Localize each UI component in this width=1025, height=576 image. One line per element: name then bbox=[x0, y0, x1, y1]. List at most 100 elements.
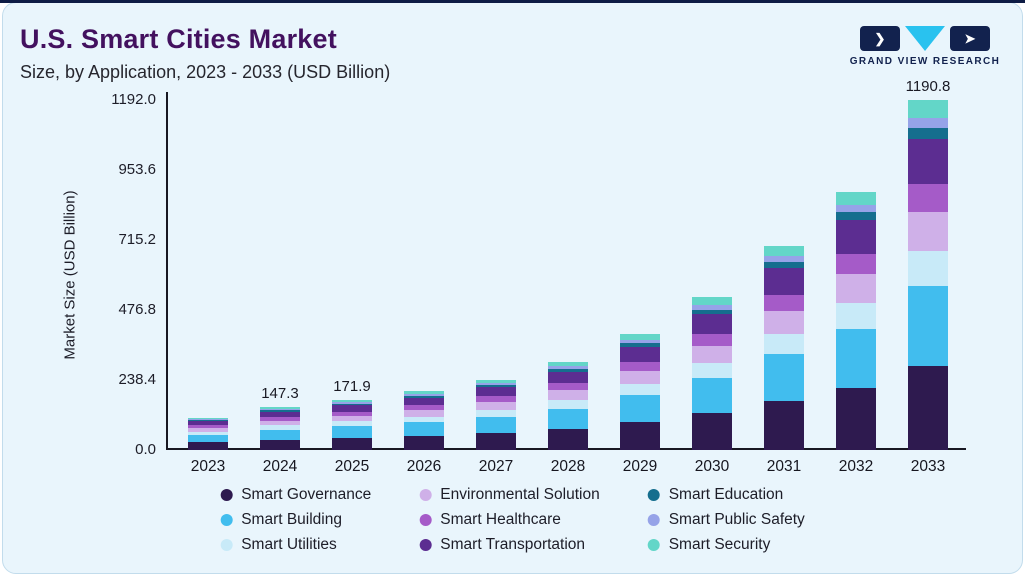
segment-smart-public-safety bbox=[332, 402, 372, 404]
segment-smart-building bbox=[476, 416, 516, 434]
chart-header: U.S. Smart Cities Market Size, by Applic… bbox=[20, 24, 390, 83]
bar-slot-2030 bbox=[676, 100, 748, 450]
segment-smart-healthcare bbox=[620, 361, 660, 372]
x-tick-2032: 2032 bbox=[838, 458, 874, 475]
bar-2027 bbox=[476, 379, 516, 450]
segment-smart-utilities bbox=[620, 383, 660, 396]
chevron-right-icon: ❯ bbox=[874, 30, 886, 46]
bar-2023 bbox=[188, 417, 228, 450]
segment-smart-building bbox=[332, 426, 372, 438]
x-tick-2024: 2024 bbox=[262, 458, 298, 475]
legend-label: Smart Utilities bbox=[241, 536, 337, 553]
legend-swatch-smart-transportation bbox=[419, 539, 432, 551]
legend-item-smart-security: Smart Security bbox=[647, 536, 805, 554]
segment-smart-building bbox=[908, 285, 948, 367]
top-accent-line bbox=[0, 0, 1025, 3]
legend: Smart Governance Environmental Solution Sm… bbox=[220, 486, 805, 554]
segment-smart-utilities bbox=[332, 421, 372, 427]
bar-slot-2023 bbox=[172, 100, 244, 450]
segment-smart-public-safety bbox=[548, 366, 588, 370]
segment-smart-transportation bbox=[404, 397, 444, 406]
segment-smart-healthcare bbox=[908, 184, 948, 213]
segment-smart-utilities bbox=[836, 302, 876, 329]
bar-slot-2025: 171.9 bbox=[316, 100, 388, 450]
segment-smart-public-safety bbox=[620, 339, 660, 344]
bar-2026 bbox=[404, 391, 444, 450]
segment-smart-transportation bbox=[188, 421, 228, 426]
legend-item-smart-utilities: Smart Utilities bbox=[220, 536, 371, 554]
bar-slot-2029 bbox=[604, 100, 676, 450]
legend-swatch-smart-governance bbox=[220, 489, 233, 501]
x-tick-2033: 2033 bbox=[910, 458, 946, 475]
segment-environmental-solution bbox=[332, 415, 372, 422]
segment-smart-transportation bbox=[764, 268, 804, 295]
segment-smart-transportation bbox=[692, 314, 732, 334]
segment-smart-public-safety bbox=[836, 204, 876, 213]
legend-item-smart-building: Smart Building bbox=[220, 511, 371, 529]
segment-smart-governance bbox=[620, 422, 660, 450]
segment-environmental-solution bbox=[692, 346, 732, 363]
bar-2033 bbox=[908, 100, 948, 450]
legend-item-smart-public-safety: Smart Public Safety bbox=[647, 511, 805, 529]
bar-slot-2027 bbox=[460, 100, 532, 450]
segment-smart-education bbox=[476, 385, 516, 388]
segment-smart-public-safety bbox=[188, 419, 228, 421]
y-axis-title: Market Size (USD Billion) bbox=[61, 190, 79, 360]
segment-smart-public-safety bbox=[260, 409, 300, 411]
segment-smart-healthcare bbox=[332, 411, 372, 416]
bar-2032 bbox=[836, 191, 876, 450]
bar-value-2024: 147.3 bbox=[261, 384, 299, 402]
segment-smart-security bbox=[620, 334, 660, 340]
segment-smart-education bbox=[260, 410, 300, 412]
segment-smart-education bbox=[764, 262, 804, 269]
segment-smart-building bbox=[764, 354, 804, 402]
legend-swatch-smart-utilities bbox=[220, 539, 233, 551]
segment-smart-utilities bbox=[764, 333, 804, 355]
legend-label: Smart Building bbox=[241, 511, 342, 528]
legend-swatch-smart-security bbox=[647, 539, 660, 551]
bar-value-2025: 171.9 bbox=[333, 377, 371, 395]
bar-2024 bbox=[260, 406, 300, 450]
x-tick-2023: 2023 bbox=[190, 458, 226, 475]
y-tick-0.0: 0.0 bbox=[135, 441, 156, 458]
bar-2031 bbox=[764, 246, 804, 450]
legend-label: Smart Transportation bbox=[440, 536, 586, 553]
segment-smart-healthcare bbox=[836, 253, 876, 275]
segment-smart-transportation bbox=[836, 220, 876, 254]
legend-label: Environmental Solution bbox=[440, 486, 600, 503]
segment-smart-healthcare bbox=[764, 294, 804, 312]
segment-smart-security bbox=[836, 191, 876, 205]
bar-slot-2028 bbox=[532, 100, 604, 450]
logo-marks: ❯ ➤ bbox=[860, 26, 990, 51]
logo-mark-left-icon: ❯ bbox=[860, 26, 900, 51]
segment-smart-public-safety bbox=[764, 256, 804, 263]
segment-environmental-solution bbox=[548, 390, 588, 400]
segment-smart-education bbox=[692, 309, 732, 315]
segment-smart-building bbox=[188, 434, 228, 443]
y-axis-line bbox=[166, 92, 168, 450]
y-tick-476.8: 476.8 bbox=[118, 301, 156, 318]
segment-smart-education bbox=[620, 343, 660, 347]
segment-smart-healthcare bbox=[548, 383, 588, 391]
bar-slot-2031 bbox=[748, 100, 820, 450]
segment-smart-transportation bbox=[548, 371, 588, 384]
y-tick-953.6: 953.6 bbox=[118, 161, 156, 178]
page-subtitle: Size, by Application, 2023 - 2033 (USD B… bbox=[20, 62, 391, 82]
segment-smart-education bbox=[908, 128, 948, 139]
logo-mark-triangle-icon bbox=[905, 26, 945, 51]
segment-smart-security bbox=[260, 406, 300, 409]
legend-swatch-smart-healthcare bbox=[419, 514, 432, 526]
segment-smart-security bbox=[908, 100, 948, 118]
y-tick-1192.0: 1192.0 bbox=[111, 91, 156, 108]
segment-smart-utilities bbox=[188, 431, 228, 435]
segment-smart-transportation bbox=[332, 405, 372, 412]
segment-smart-transportation bbox=[908, 138, 948, 185]
x-tick-2028: 2028 bbox=[550, 458, 586, 475]
segment-smart-governance bbox=[692, 413, 732, 450]
segment-environmental-solution bbox=[404, 410, 444, 417]
brand-logo: ❯ ➤ GRAND VIEW RESEARCH bbox=[847, 26, 1003, 67]
bar-value-2033: 1190.8 bbox=[905, 78, 951, 96]
segment-smart-utilities bbox=[692, 363, 732, 379]
logo-mark-right-icon: ➤ bbox=[950, 26, 990, 51]
x-tick-2030: 2030 bbox=[694, 458, 730, 475]
